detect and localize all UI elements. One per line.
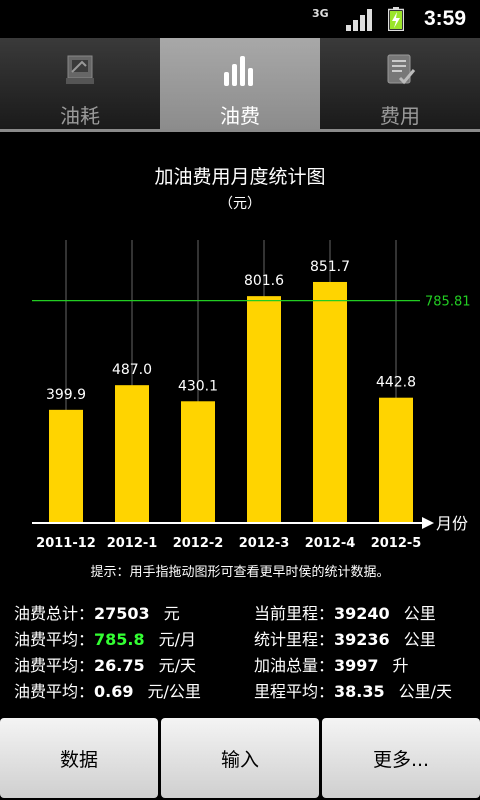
- stat-unit: 元/天: [158, 656, 197, 675]
- stat-row: 当前里程：39240 公里: [254, 600, 436, 626]
- bar: [49, 409, 83, 523]
- stat-row: 油费总计：27503 元: [14, 600, 180, 626]
- tab-fuel-cost[interactable]: 油费: [160, 38, 320, 129]
- bar-chart-icon: [224, 56, 253, 86]
- input-button[interactable]: 输入: [161, 718, 319, 798]
- stat-label: 油费平均：: [14, 656, 95, 675]
- stat-unit: 公里: [403, 604, 436, 623]
- stat-label: 油费平均：: [14, 682, 95, 701]
- x-tick-label: 2012-1: [107, 536, 158, 551]
- stat-label: 里程平均：: [254, 682, 335, 701]
- stat-unit: 公里: [403, 630, 436, 649]
- bar-value-label: 487.0: [112, 362, 152, 378]
- tab-label: 费用: [380, 104, 420, 128]
- bar: [115, 385, 149, 523]
- signal-strength-icon: [346, 9, 372, 31]
- stat-label: 加油总量：: [254, 656, 335, 675]
- stat-value: 785.8: [94, 630, 145, 649]
- monthly-fuel-cost-chart[interactable]: 399.9 2011-12 487.0 2012-1 430.1 2012-2 801.6 2…: [0, 230, 480, 560]
- stat-value: 27503: [94, 604, 150, 623]
- bar-value-label: 442.8: [376, 375, 416, 391]
- network-type-indicator: 3G: [312, 7, 329, 20]
- drag-hint: 提示：用手指拖动图形可查看更早时侯的统计数据。: [90, 565, 390, 580]
- x-tick-label: 2011-12: [36, 536, 96, 551]
- stat-label: 油费总计：: [14, 604, 95, 623]
- data-button[interactable]: 数据: [0, 718, 158, 798]
- x-tick-label: 2012-2: [173, 536, 224, 551]
- bar-value-label: 801.6: [244, 273, 284, 289]
- bar: [247, 296, 281, 523]
- stat-row: 统计里程：39236 公里: [254, 626, 436, 652]
- chart-unit: （元）: [219, 196, 261, 212]
- x-tick-label: 2012-3: [239, 536, 290, 551]
- bar-value-label: 430.1: [178, 378, 218, 394]
- fuel-consumption-icon: [66, 55, 94, 84]
- tab-expenses[interactable]: 费用: [320, 38, 480, 129]
- stat-unit: 升: [392, 656, 409, 675]
- chart-title: 加油费用月度统计图: [154, 166, 326, 188]
- battery-charging-icon: [388, 7, 404, 31]
- bottom-button-bar: 数据 输入 更多...: [0, 718, 480, 800]
- stat-label: 油费平均：: [14, 630, 95, 649]
- stat-value: 38.35: [334, 682, 385, 701]
- stat-unit: 公里/天: [398, 682, 453, 701]
- x-axis-label: 月份: [436, 514, 468, 533]
- stat-value: 26.75: [94, 656, 145, 675]
- stat-label: 统计里程：: [254, 630, 335, 649]
- x-tick-label: 2012-5: [371, 536, 422, 551]
- tab-label: 油费: [220, 104, 260, 128]
- stat-row: 里程平均：38.35 公里/天: [254, 678, 452, 704]
- stat-value: 3997: [334, 656, 379, 675]
- status-bar: 3G 3:59: [0, 0, 480, 38]
- stat-row: 油费平均：0.69 元/公里: [14, 678, 201, 704]
- stat-value: 39240: [334, 604, 390, 623]
- stat-row: 油费平均：26.75 元/天: [14, 652, 196, 678]
- x-axis-arrow: [422, 517, 434, 529]
- tab-bar: 油耗 油费 费用: [0, 38, 480, 132]
- x-tick-label: 2012-4: [305, 536, 356, 551]
- bar: [379, 397, 413, 523]
- stat-label: 当前里程：: [254, 604, 335, 623]
- checklist-icon: [387, 54, 416, 85]
- bar-value-label: 851.7: [310, 259, 350, 275]
- bar: [181, 401, 215, 523]
- stat-row: 油费平均：785.8 元/月: [14, 626, 196, 652]
- tab-label: 油耗: [60, 104, 100, 128]
- stat-value: 0.69: [94, 682, 134, 701]
- stat-unit: 元/月: [158, 630, 197, 649]
- stat-row: 加油总量：3997 升: [254, 652, 409, 678]
- tab-fuel-consumption[interactable]: 油耗: [0, 38, 160, 129]
- clock: 3:59: [424, 7, 467, 30]
- stat-unit: 元/公里: [147, 682, 201, 701]
- stat-value: 39236: [334, 630, 390, 649]
- stat-unit: 元: [163, 604, 180, 623]
- bar-value-label: 399.9: [46, 387, 86, 403]
- more-button[interactable]: 更多...: [322, 718, 480, 798]
- bar: [313, 281, 347, 523]
- average-label: 785.81: [425, 295, 471, 310]
